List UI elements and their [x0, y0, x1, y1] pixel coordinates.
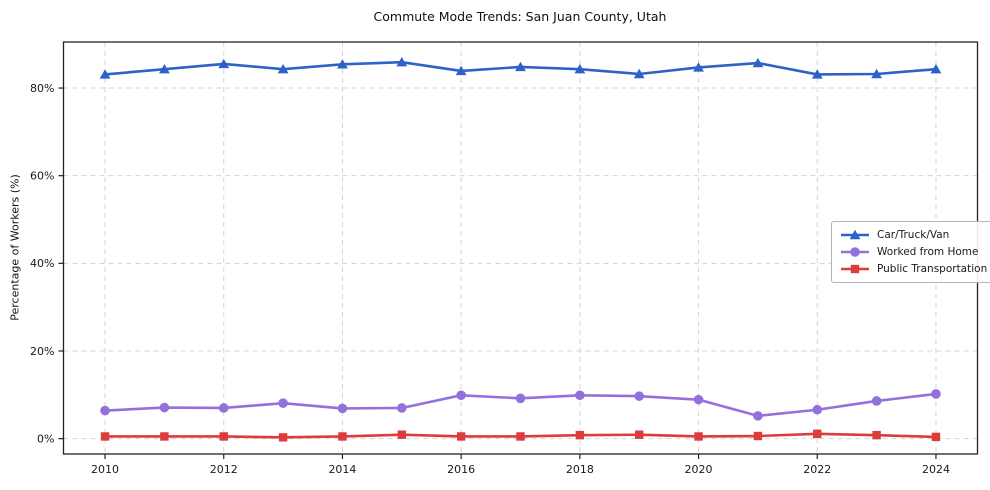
- triangle-marker: [633, 68, 645, 79]
- circle-marker: [693, 394, 704, 405]
- y-tick-label: 20%: [30, 345, 54, 358]
- triangle-marker: [693, 62, 704, 72]
- square-marker: [813, 429, 822, 439]
- square-marker: [931, 432, 941, 442]
- x-tick-label: 2010: [91, 463, 119, 476]
- triangle-marker: [218, 58, 230, 69]
- legend-sample-line: [841, 247, 869, 257]
- legend-label: Worked from Home: [877, 246, 979, 258]
- x-tick-label: 2022: [803, 463, 831, 476]
- circle-marker: [515, 393, 526, 404]
- square-marker: [872, 430, 881, 440]
- circle-marker: [931, 389, 941, 399]
- triangle-marker: [515, 61, 526, 72]
- square-marker: [575, 430, 585, 440]
- square-marker: [100, 432, 110, 441]
- circle-marker: [337, 403, 348, 414]
- triangle-marker: [99, 69, 111, 79]
- circle-marker: [396, 403, 407, 413]
- legend-item: Car/Truck/Van: [839, 228, 987, 242]
- circle-marker: [278, 398, 288, 408]
- x-tick-label: 2012: [210, 463, 238, 476]
- legend-label: Public Transportation: [877, 263, 988, 275]
- square-marker: [456, 432, 466, 441]
- legend-sample-line: [841, 229, 869, 240]
- legend-label: Car/Truck/Van: [877, 229, 950, 241]
- square-marker: [219, 432, 228, 441]
- square-marker: [850, 264, 860, 274]
- square-marker: [160, 432, 169, 441]
- legend-item: Worked from Home: [839, 245, 987, 259]
- x-tick-label: 2024: [922, 463, 950, 476]
- x-tick-label: 2020: [685, 463, 713, 476]
- square-marker: [278, 433, 288, 442]
- y-tick-label: 40%: [30, 257, 54, 270]
- triangle-marker: [396, 56, 408, 67]
- circle-marker: [159, 402, 170, 413]
- triangle-marker: [752, 57, 764, 68]
- triangle-marker: [811, 69, 823, 79]
- square-marker: [516, 432, 525, 441]
- circle-marker: [753, 411, 763, 421]
- triangle-marker: [337, 59, 348, 69]
- x-tick-label: 2018: [566, 463, 594, 476]
- legend-item: Public Transportation: [839, 262, 987, 276]
- triangle-marker: [871, 68, 883, 79]
- triangle-marker: [455, 65, 467, 76]
- circle-marker: [871, 396, 882, 406]
- y-tick-label: 80%: [30, 82, 54, 95]
- square-marker: [694, 432, 703, 441]
- circle-marker: [812, 404, 823, 415]
- square-marker: [753, 431, 763, 441]
- square-marker: [635, 430, 644, 439]
- circle-marker: [218, 403, 229, 413]
- triangle-marker: [930, 63, 942, 74]
- chart-title: Commute Mode Trends: San Juan County, Ut…: [373, 9, 667, 24]
- square-marker: [338, 432, 347, 441]
- triangle-marker: [849, 229, 861, 240]
- circle-marker: [456, 390, 466, 401]
- square-marker: [397, 430, 406, 439]
- x-tick-label: 2014: [328, 463, 356, 476]
- y-tick-label: 60%: [30, 169, 54, 182]
- x-tick-label: 2016: [447, 463, 475, 476]
- circle-marker: [575, 390, 585, 401]
- y-tick-label: 0%: [37, 432, 54, 445]
- circle-marker: [850, 247, 860, 257]
- triangle-marker: [277, 63, 289, 74]
- triangle-marker: [158, 63, 170, 74]
- triangle-marker: [574, 63, 586, 74]
- legend-sample-line: [841, 264, 869, 274]
- legend: Car/Truck/Van Worked from Home Public Tran…: [831, 221, 990, 283]
- circle-marker: [634, 391, 645, 401]
- circle-marker: [100, 405, 110, 416]
